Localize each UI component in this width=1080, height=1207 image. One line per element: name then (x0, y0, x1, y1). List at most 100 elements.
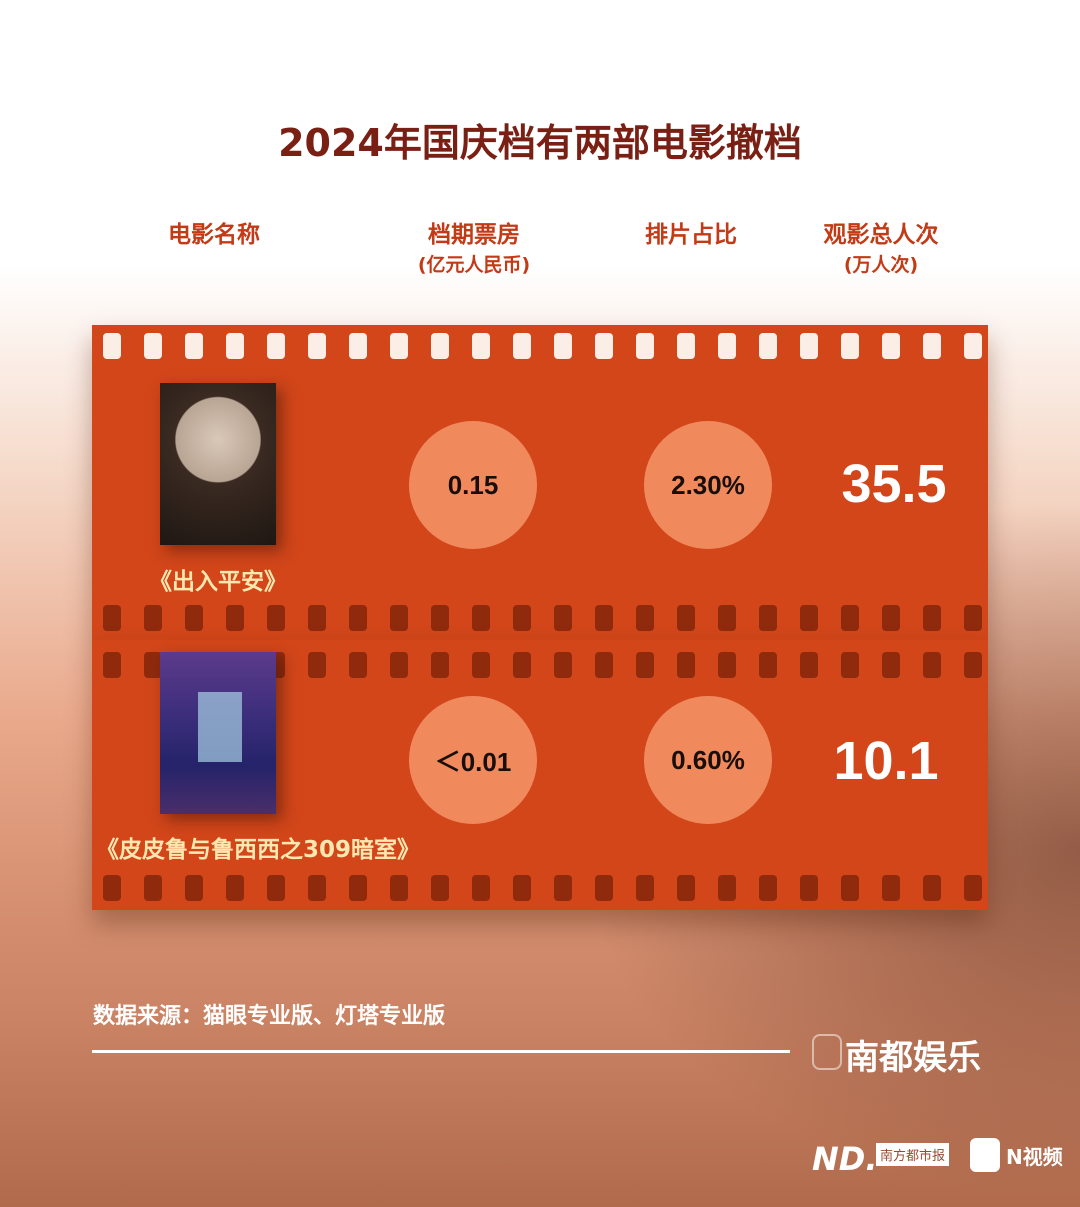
sprocket-hole (267, 875, 285, 901)
sprocket-hole (513, 333, 531, 359)
sprocket-hole (185, 333, 203, 359)
page-title: 2024年国庆档有两部电影撤档 (278, 121, 802, 165)
header-share-label: 排片占比 (645, 222, 737, 248)
header-box-office-label: 档期票房 (428, 222, 520, 248)
sprocket-hole (390, 875, 408, 901)
sprocket-hole (144, 875, 162, 901)
box-office-value-2: ＜0.01 (434, 746, 512, 777)
sprocket-hole (431, 333, 449, 359)
sprocket-hole (513, 652, 531, 678)
sprocket-hole (144, 605, 162, 631)
sprocket-hole (103, 605, 121, 631)
sprocket-hole (882, 652, 900, 678)
sprocket-hole (759, 333, 777, 359)
sprocket-hole (800, 875, 818, 901)
sprocket-hole (226, 333, 244, 359)
sprocket-hole (390, 333, 408, 359)
sprocket-hole (472, 875, 490, 901)
share-value-2: 0.60% (671, 744, 745, 775)
sprocket-hole (595, 333, 613, 359)
sprocket-hole (636, 333, 654, 359)
sprocket-hole (267, 333, 285, 359)
sprocket-hole (923, 652, 941, 678)
sprocket-hole (759, 875, 777, 901)
sprocket-hole (718, 875, 736, 901)
sprocket-hole (308, 875, 326, 901)
sprocket-hole (554, 605, 572, 631)
admissions-value-2: 10.1 (833, 731, 939, 791)
movie-name-2: 《皮皮鲁与鲁西西之309暗室》 (95, 837, 420, 863)
sprocket-hole (964, 652, 982, 678)
sprocket-hole (349, 652, 367, 678)
sprocket-hole (595, 875, 613, 901)
sprocket-hole (718, 652, 736, 678)
box-office-circle-1: 0.15 (409, 421, 537, 549)
sprocket-hole (431, 875, 449, 901)
header-admissions: 观影总人次 (万人次) (771, 220, 991, 280)
sprocket-hole (472, 605, 490, 631)
header-admissions-unit: (万人次) (843, 254, 919, 276)
sprocket-hole (677, 875, 695, 901)
sprocket-hole (554, 333, 572, 359)
admissions-value-1: 35.5 (841, 454, 947, 514)
header-admissions-label: 观影总人次 (823, 222, 939, 248)
sprocket-hole (636, 875, 654, 901)
header-name-label: 电影名称 (168, 222, 260, 248)
header-share: 排片占比 (581, 220, 801, 250)
sprocket-hole (390, 605, 408, 631)
sprocket-hole (759, 652, 777, 678)
sprocket-hole (144, 652, 162, 678)
sprocket-hole (308, 605, 326, 631)
sprocket-hole (226, 875, 244, 901)
sprocket-hole (554, 875, 572, 901)
sprocket-hole (267, 605, 285, 631)
sprocket-hole (431, 605, 449, 631)
sprocket-hole (349, 333, 367, 359)
sprocket-hole (718, 605, 736, 631)
sprocket-hole (308, 652, 326, 678)
sprocket-hole (103, 333, 121, 359)
sprocket-hole (472, 652, 490, 678)
sprocket-hole (841, 875, 859, 901)
sprocket-hole (841, 605, 859, 631)
n-video-logo: N视频 (1006, 1145, 1063, 1169)
sprocket-hole (759, 605, 777, 631)
header-name: 电影名称 (104, 220, 324, 250)
sprocket-hole (800, 605, 818, 631)
share-value-1: 2.30% (671, 469, 745, 500)
sprocket-hole (349, 605, 367, 631)
box-office-value-1: 0.15 (447, 469, 499, 500)
sprocket-hole (103, 875, 121, 901)
n-video-icon (970, 1138, 1000, 1172)
header-box-office: 档期票房 (亿元人民币) (364, 220, 584, 280)
data-source: 数据来源：猫眼专业版、灯塔专业版 (93, 1004, 446, 1029)
sprocket-hole (677, 652, 695, 678)
newspaper-logo: 南方都市报 (876, 1143, 950, 1166)
sprocket-hole (636, 605, 654, 631)
sprocket-hole (554, 652, 572, 678)
sprocket-hole (841, 652, 859, 678)
sprocket-hole (390, 652, 408, 678)
sprocket-hole (472, 333, 490, 359)
share-circle-2: 0.60% (644, 696, 772, 824)
sprocket-hole (882, 605, 900, 631)
sprocket-hole (923, 333, 941, 359)
sprocket-hole (882, 333, 900, 359)
sprocket-hole (349, 875, 367, 901)
header-box-office-unit: (亿元人民币) (417, 254, 531, 276)
sprocket-hole (103, 652, 121, 678)
sprocket-hole (800, 333, 818, 359)
sprocket-hole (882, 875, 900, 901)
sprocket-hole (677, 605, 695, 631)
brand-mark-icon (812, 1034, 842, 1070)
sprocket-hole (800, 652, 818, 678)
sprocket-hole (226, 605, 244, 631)
sprocket-hole (923, 605, 941, 631)
sprocket-hole (964, 333, 982, 359)
sprocket-hole (185, 605, 203, 631)
movie-poster-1 (160, 383, 276, 545)
sprocket-hole (144, 333, 162, 359)
sprocket-hole (595, 652, 613, 678)
sprocket-hole (718, 333, 736, 359)
sprocket-hole (595, 605, 613, 631)
